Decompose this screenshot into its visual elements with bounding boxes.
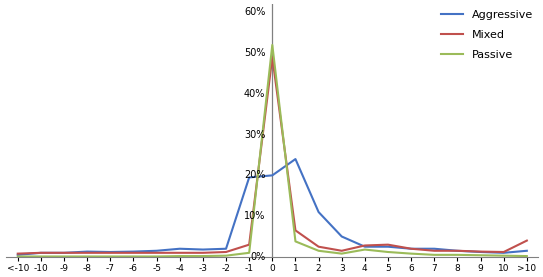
Text: 60%: 60%	[244, 7, 266, 17]
Mixed	[477, 250, 484, 253]
Mixed	[176, 251, 183, 255]
Aggressive	[107, 250, 113, 254]
Mixed	[292, 229, 299, 232]
Aggressive	[385, 245, 392, 248]
Aggressive	[408, 247, 414, 250]
Aggressive	[200, 248, 206, 251]
Aggressive	[477, 250, 484, 254]
Text: 40%: 40%	[244, 89, 266, 99]
Mixed	[61, 251, 67, 255]
Mixed	[15, 252, 21, 255]
Text: 30%: 30%	[244, 130, 266, 140]
Aggressive	[176, 247, 183, 250]
Aggressive	[15, 253, 21, 257]
Mixed	[408, 247, 414, 250]
Mixed	[37, 251, 44, 255]
Aggressive	[269, 174, 275, 177]
Aggressive	[431, 247, 438, 250]
Text: 10%: 10%	[244, 211, 266, 221]
Passive	[362, 248, 368, 251]
Passive	[385, 250, 392, 254]
Aggressive	[84, 250, 91, 253]
Passive	[37, 255, 44, 258]
Aggressive	[454, 249, 460, 252]
Aggressive	[223, 247, 229, 250]
Aggressive	[61, 251, 67, 255]
Passive	[107, 255, 113, 258]
Passive	[269, 43, 275, 47]
Aggressive	[246, 176, 252, 179]
Mixed	[523, 239, 530, 242]
Aggressive	[501, 251, 507, 255]
Text: 50%: 50%	[244, 48, 266, 58]
Text: 20%: 20%	[244, 170, 266, 180]
Passive	[408, 252, 414, 255]
Mixed	[315, 245, 322, 248]
Mixed	[269, 55, 275, 59]
Passive	[153, 255, 160, 258]
Mixed	[362, 244, 368, 247]
Legend: Aggressive, Mixed, Passive: Aggressive, Mixed, Passive	[440, 10, 533, 60]
Line: Aggressive: Aggressive	[18, 159, 527, 255]
Aggressive	[37, 251, 44, 255]
Mixed	[501, 250, 507, 254]
Aggressive	[130, 250, 137, 253]
Passive	[84, 255, 91, 258]
Passive	[292, 240, 299, 243]
Mixed	[454, 249, 460, 252]
Aggressive	[338, 235, 345, 238]
Passive	[130, 255, 137, 258]
Passive	[501, 254, 507, 257]
Mixed	[431, 249, 438, 252]
Mixed	[130, 251, 137, 255]
Mixed	[84, 251, 91, 255]
Mixed	[246, 243, 252, 246]
Mixed	[107, 251, 113, 255]
Mixed	[338, 249, 345, 252]
Text: 0%: 0%	[250, 252, 266, 262]
Passive	[315, 249, 322, 252]
Passive	[338, 252, 345, 255]
Passive	[223, 254, 229, 257]
Mixed	[223, 250, 229, 254]
Passive	[61, 255, 67, 258]
Passive	[200, 254, 206, 258]
Aggressive	[153, 249, 160, 252]
Mixed	[385, 243, 392, 246]
Passive	[454, 253, 460, 257]
Passive	[431, 253, 438, 257]
Line: Mixed: Mixed	[18, 57, 527, 254]
Aggressive	[362, 245, 368, 248]
Passive	[246, 251, 252, 255]
Mixed	[200, 251, 206, 255]
Passive	[15, 255, 21, 258]
Mixed	[153, 251, 160, 255]
Aggressive	[315, 211, 322, 214]
Passive	[523, 254, 530, 258]
Aggressive	[292, 157, 299, 161]
Passive	[176, 254, 183, 258]
Line: Passive: Passive	[18, 45, 527, 257]
Passive	[477, 254, 484, 257]
Aggressive	[523, 249, 530, 252]
